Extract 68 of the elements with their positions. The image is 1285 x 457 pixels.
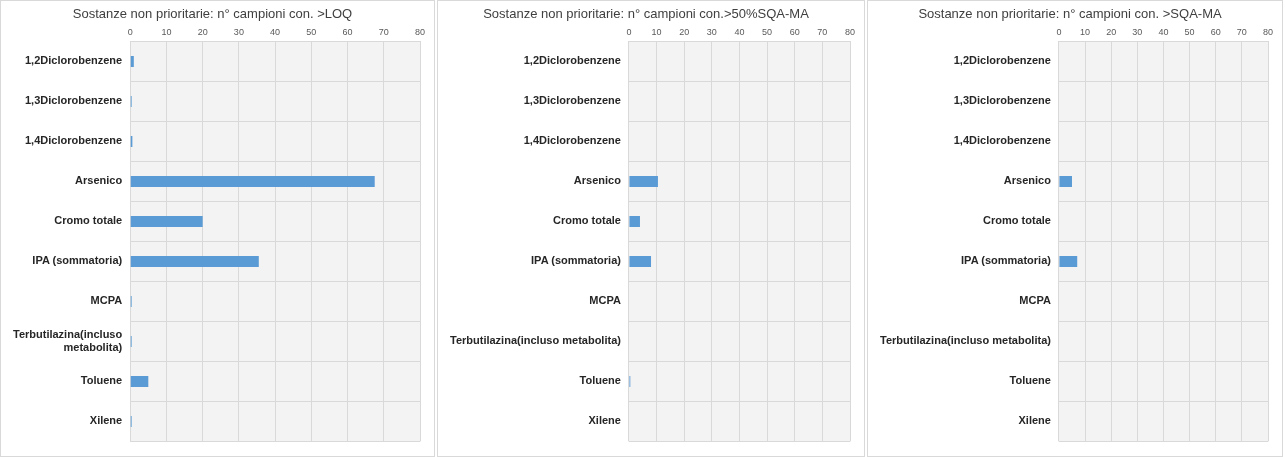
x-tick-label: 40 bbox=[270, 27, 281, 38]
x-tick-label: 80 bbox=[844, 27, 856, 38]
x-tick-label: 20 bbox=[679, 27, 690, 38]
bar bbox=[130, 215, 203, 227]
x-tick-label: 70 bbox=[817, 27, 828, 38]
x-tick-label: 10 bbox=[651, 27, 662, 38]
y-tick-label: IPA (sommatoria) bbox=[961, 254, 1052, 267]
y-tick-label: Xilene bbox=[588, 414, 621, 427]
x-tick-label: 0 bbox=[127, 27, 133, 38]
x-tick-label: 30 bbox=[706, 27, 717, 38]
x-tick-label: 20 bbox=[197, 27, 208, 38]
x-tick-label: 60 bbox=[789, 27, 800, 38]
x-tick-label: 70 bbox=[1236, 27, 1247, 38]
x-tick-label: 20 bbox=[1106, 27, 1117, 38]
y-tick-label: IPA (sommatoria) bbox=[531, 254, 622, 267]
bar bbox=[629, 175, 658, 187]
bar bbox=[629, 215, 640, 227]
x-tick-label: 80 bbox=[1262, 27, 1274, 38]
y-tick-label: Cromo totale bbox=[54, 214, 123, 227]
y-tick-label: 1,3Diclorobenzene bbox=[523, 94, 621, 107]
y-tick-label: Arsenico bbox=[573, 174, 622, 187]
chart-title: Sostanze non prioritarie: n° campioni con. >SQA-MA bbox=[918, 6, 1222, 22]
bar bbox=[130, 55, 134, 67]
y-tick-label: 1,3Diclorobenzene bbox=[24, 94, 123, 107]
bar bbox=[130, 255, 259, 267]
y-tick-label: 1,4Diclorobenzene bbox=[523, 134, 621, 147]
y-tick-label: 1,3Diclorobenzene bbox=[953, 94, 1051, 107]
y-tick-label: MCPA bbox=[1019, 294, 1051, 307]
x-tick-label: 0 bbox=[626, 27, 632, 38]
x-tick-label: 50 bbox=[306, 27, 317, 38]
y-tick-label: 1,4Diclorobenzene bbox=[953, 134, 1051, 147]
x-tick-label: 70 bbox=[378, 27, 389, 38]
y-tick-label: IPA (sommatoria) bbox=[32, 254, 123, 267]
y-tick-label: Terbutilazina(incluso metabolita) bbox=[879, 334, 1052, 347]
y-tick-label: Arsenico bbox=[75, 174, 123, 187]
y-tick-label: 1,2Diclorobenzene bbox=[953, 54, 1051, 67]
chart-title: Sostanze non prioritarie: n° campioni con. >LOQ bbox=[72, 6, 353, 22]
y-tick-label: Arsenico bbox=[1003, 174, 1052, 187]
y-tick-label: Toluene bbox=[1009, 374, 1051, 387]
x-tick-label: 0 bbox=[1056, 27, 1062, 38]
y-tick-label: Cromo totale bbox=[553, 214, 621, 227]
x-tick-label: 30 bbox=[233, 27, 244, 38]
x-tick-label: 40 bbox=[1158, 27, 1169, 38]
y-tick-label: Toluene bbox=[579, 374, 621, 387]
x-tick-label: 10 bbox=[161, 27, 172, 38]
x-tick-label: 60 bbox=[342, 27, 353, 38]
bar bbox=[629, 255, 652, 267]
x-tick-label: 60 bbox=[1210, 27, 1221, 38]
bar bbox=[130, 175, 375, 187]
y-tick-label: Terbutilazina(incluso metabolita) bbox=[12, 327, 123, 354]
x-tick-label: 80 bbox=[414, 27, 426, 38]
y-tick-label: Terbutilazina(incluso metabolita) bbox=[449, 334, 622, 347]
x-tick-label: 50 bbox=[762, 27, 773, 38]
y-tick-label: 1,4Diclorobenzene bbox=[24, 134, 123, 147]
y-tick-label: Xilene bbox=[1018, 414, 1051, 427]
chart-title: Sostanze non prioritarie: n° campioni con.>50%SQA-MA bbox=[483, 6, 810, 22]
y-tick-label: 1,2Diclorobenzene bbox=[24, 54, 123, 67]
x-tick-label: 10 bbox=[1080, 27, 1091, 38]
x-tick-label: 30 bbox=[1132, 27, 1143, 38]
x-tick-label: 50 bbox=[1184, 27, 1195, 38]
y-tick-label: MCPA bbox=[90, 294, 123, 307]
y-tick-label: Cromo totale bbox=[983, 214, 1051, 227]
y-tick-label: 1,2Diclorobenzene bbox=[523, 54, 621, 67]
y-tick-label: Xilene bbox=[89, 414, 123, 427]
bar bbox=[130, 375, 149, 387]
y-tick-label: MCPA bbox=[589, 294, 621, 307]
y-tick-label: Toluene bbox=[80, 374, 123, 387]
x-tick-label: 40 bbox=[734, 27, 745, 38]
